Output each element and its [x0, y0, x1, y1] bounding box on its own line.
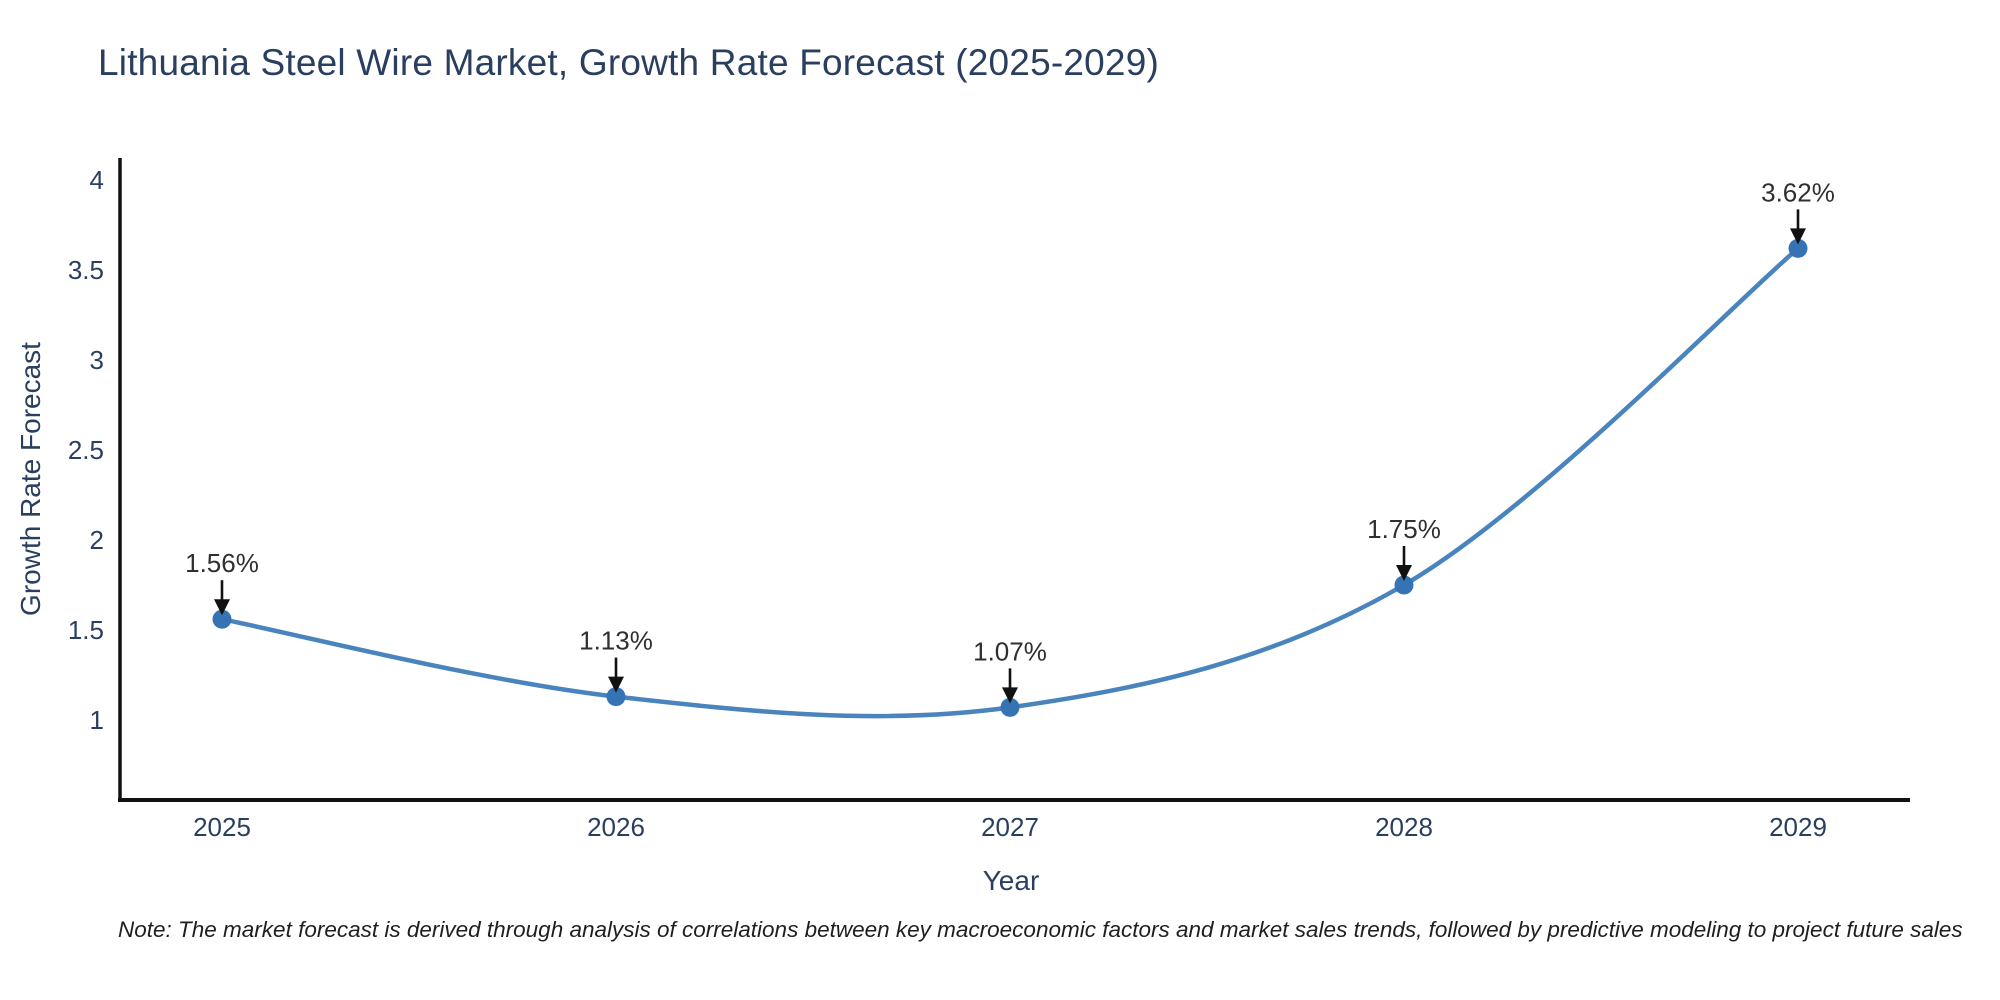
annotation-label-2027: 1.07% — [973, 636, 1047, 666]
annotation-arrowhead-2029 — [1790, 228, 1806, 245]
y-tick-label-2: 2 — [90, 525, 104, 555]
data-point-2026 — [606, 687, 626, 707]
y-tick-label-3: 3 — [90, 345, 104, 375]
y-tick-label-1: 1 — [90, 705, 104, 735]
x-tick-label-2025: 2025 — [193, 812, 251, 842]
data-point-2029 — [1788, 238, 1808, 258]
data-point-2025 — [212, 609, 232, 629]
x-axis-title: Year — [983, 865, 1040, 896]
y-tick-label-1_5: 1.5 — [68, 615, 104, 645]
annotation-arrowhead-2027 — [1002, 687, 1018, 704]
data-point-2028 — [1394, 575, 1414, 595]
trend-line — [219, 246, 1801, 719]
chart-footnote: Note: The market forecast is derived thr… — [118, 917, 1963, 942]
annotation-label-2025: 1.56% — [185, 548, 259, 578]
annotation-label-2026: 1.13% — [579, 626, 653, 656]
chart-title: Lithuania Steel Wire Market, Growth Rate… — [98, 42, 1160, 83]
annotation-label-2028: 1.75% — [1367, 514, 1441, 544]
x-tick-label-2029: 2029 — [1769, 812, 1827, 842]
y-tick-label-2_5: 2.5 — [68, 435, 104, 465]
y-tick-label-4: 4 — [90, 165, 104, 195]
data-point-2027 — [1000, 697, 1020, 717]
x-tick-label-2026: 2026 — [587, 812, 645, 842]
x-tick-label-2027: 2027 — [981, 812, 1039, 842]
y-tick-label-3_5: 3.5 — [68, 255, 104, 285]
x-tick-label-2028: 2028 — [1375, 812, 1433, 842]
annotation-label-2029: 3.62% — [1761, 177, 1835, 207]
annotation-arrowhead-2026 — [608, 676, 624, 693]
annotation-arrowhead-2025 — [214, 599, 230, 616]
y-axis-title: Growth Rate Forecast — [15, 342, 46, 616]
annotation-arrowhead-2028 — [1396, 565, 1412, 581]
